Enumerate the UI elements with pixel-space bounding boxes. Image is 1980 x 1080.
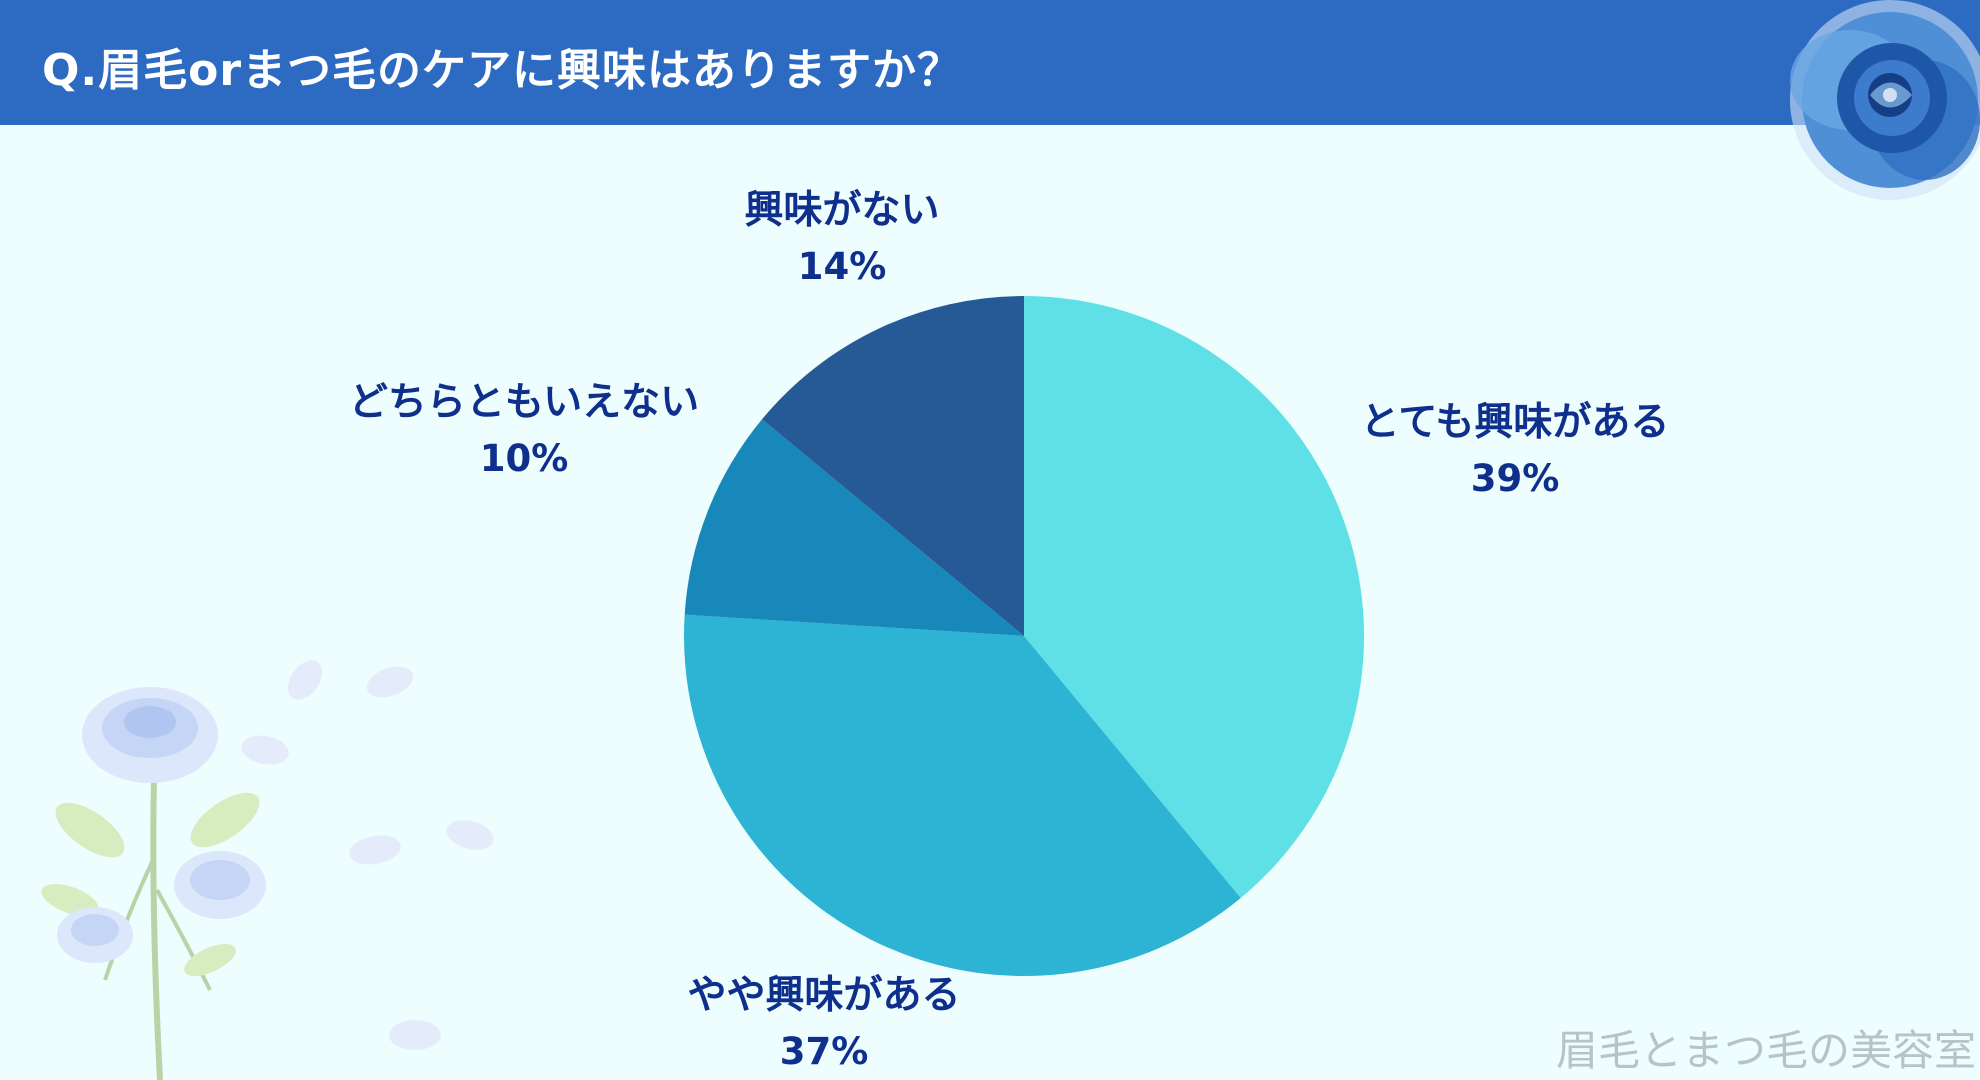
watermark: 眉毛とまつ毛の美容室 xyxy=(1555,1026,1976,1075)
slice-label: やや興味がある xyxy=(687,973,961,1018)
page-title: Q.眉毛orまつ毛のケアに興味はありますか？ xyxy=(42,45,963,96)
pale-rose-decoration xyxy=(41,660,494,1080)
title-bar: Q.眉毛orまつ毛のケアに興味はありますか？ xyxy=(0,0,1980,125)
slice-percent: 10% xyxy=(479,437,569,480)
slice-percent: 37% xyxy=(779,1030,869,1073)
label-not-interested: 興味がない 14% xyxy=(744,183,939,295)
slice-label: 興味がない xyxy=(744,188,940,233)
slice-label: とても興味がある xyxy=(1360,400,1670,445)
pie-slice-2 xyxy=(684,614,1241,977)
blue-rose-decoration xyxy=(1790,0,1980,200)
slice-percent: 39% xyxy=(1470,457,1560,500)
pie-slice-4 xyxy=(762,296,1024,636)
pie-slice-1 xyxy=(1024,296,1364,898)
slice-percent: 14% xyxy=(797,245,887,288)
label-somewhat-interested: やや興味がある 37% xyxy=(687,968,960,1080)
label-very-interested: とても興味がある 39% xyxy=(1361,395,1670,507)
slice-label: どちらともいえない xyxy=(348,380,700,425)
pie-slice-3 xyxy=(684,419,1024,636)
label-neutral: どちらともいえない 10% xyxy=(349,375,699,487)
